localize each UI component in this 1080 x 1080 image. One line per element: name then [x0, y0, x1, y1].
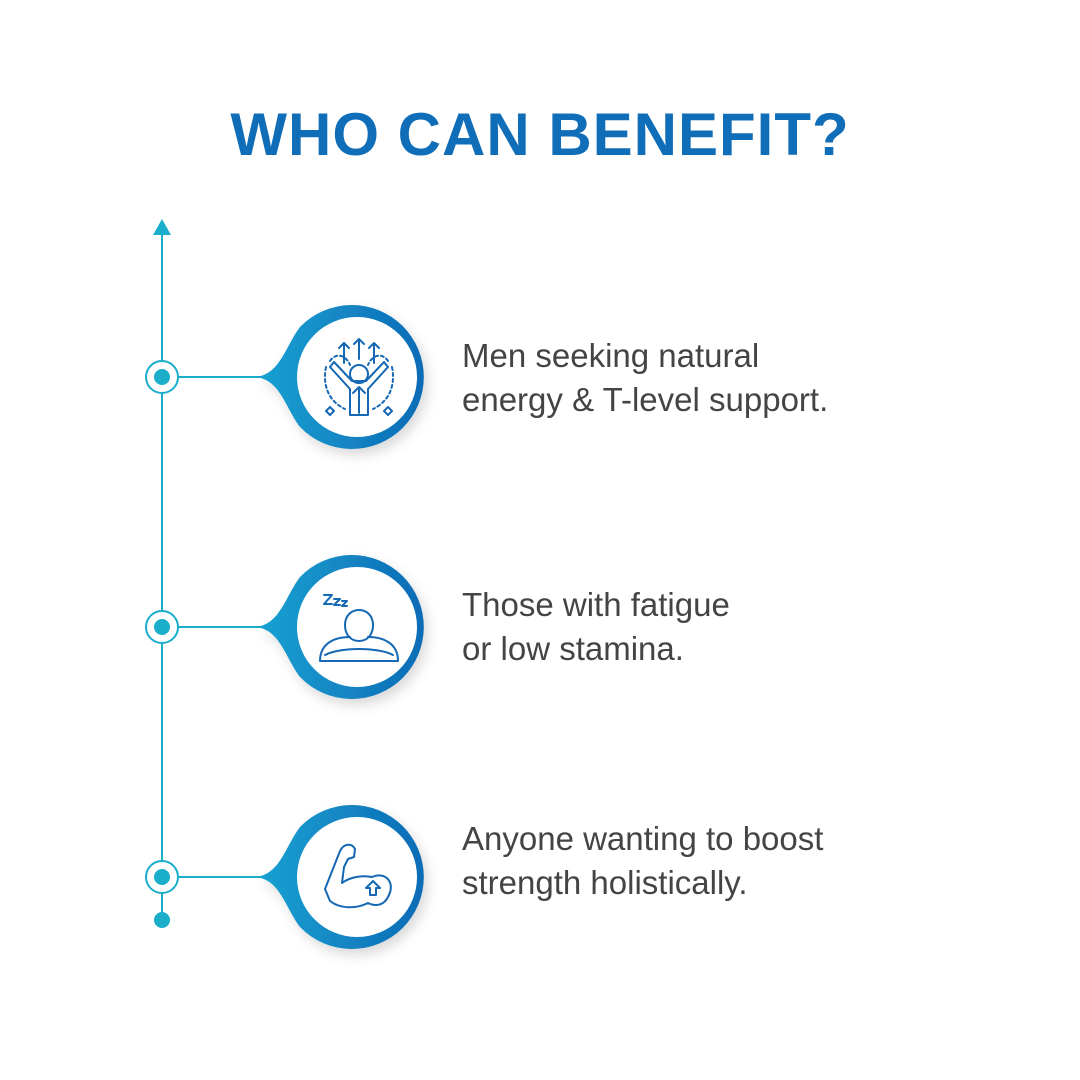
page-title: WHO CAN BENEFIT?	[230, 101, 850, 168]
timeline-node-2	[146, 555, 424, 699]
benefit-item-1: Men seeking natural energy & T-level sup…	[462, 334, 828, 422]
benefit-item-2: Those with fatigue or low stamina.	[462, 583, 730, 671]
benefit-text-line: Men seeking natural	[462, 337, 760, 374]
timeline-node-3	[146, 805, 424, 949]
benefit-item-3: Anyone wanting to boost strength holisti…	[462, 817, 823, 905]
flexed-arm-icon	[324, 843, 392, 909]
benefit-text-line: or low stamina.	[462, 630, 684, 667]
timeline-end-dot	[154, 912, 170, 928]
sleepy-person-icon	[319, 594, 399, 662]
benefit-text-line: strength holistically.	[462, 864, 748, 901]
arrow-up-icon	[153, 219, 171, 235]
person-energy-icon	[324, 338, 394, 416]
benefit-text-line: Those with fatigue	[462, 586, 730, 623]
timeline-node-1	[146, 305, 424, 449]
benefit-text-line: Anyone wanting to boost	[462, 820, 824, 857]
benefit-text-line: energy & T-level support.	[462, 381, 829, 418]
